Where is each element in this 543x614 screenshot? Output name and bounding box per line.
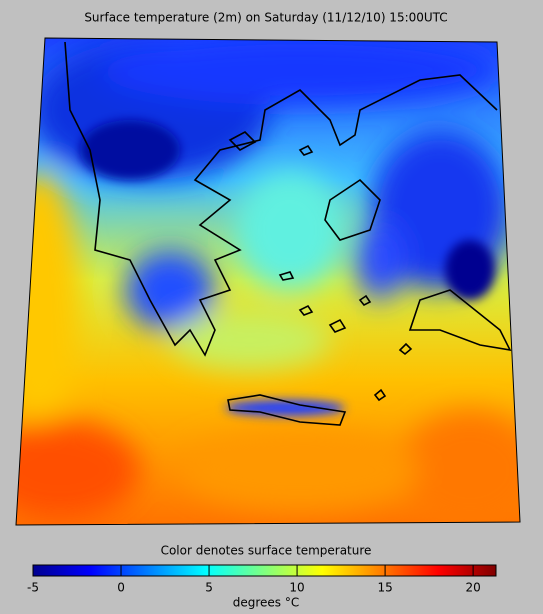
colorbar-tick-label: 20 [465, 581, 480, 595]
title: Surface temperature (2m) on Saturday (11… [84, 11, 447, 25]
colorbar-tick-label: -5 [27, 581, 39, 595]
colorbar [32, 564, 497, 577]
colorbar-caption: Color denotes surface temperature [161, 544, 372, 558]
colorbar-tick-label: 15 [377, 581, 392, 595]
colorbar-tick-label: 5 [205, 581, 213, 595]
colorbar-label: degrees °C [233, 596, 300, 610]
coastlines [64, 41, 512, 426]
colorbar-tick-label: 10 [289, 581, 304, 595]
temperature-map [16, 38, 520, 525]
colorbar-tick-label: 0 [117, 581, 125, 595]
map-frame [15, 37, 521, 526]
